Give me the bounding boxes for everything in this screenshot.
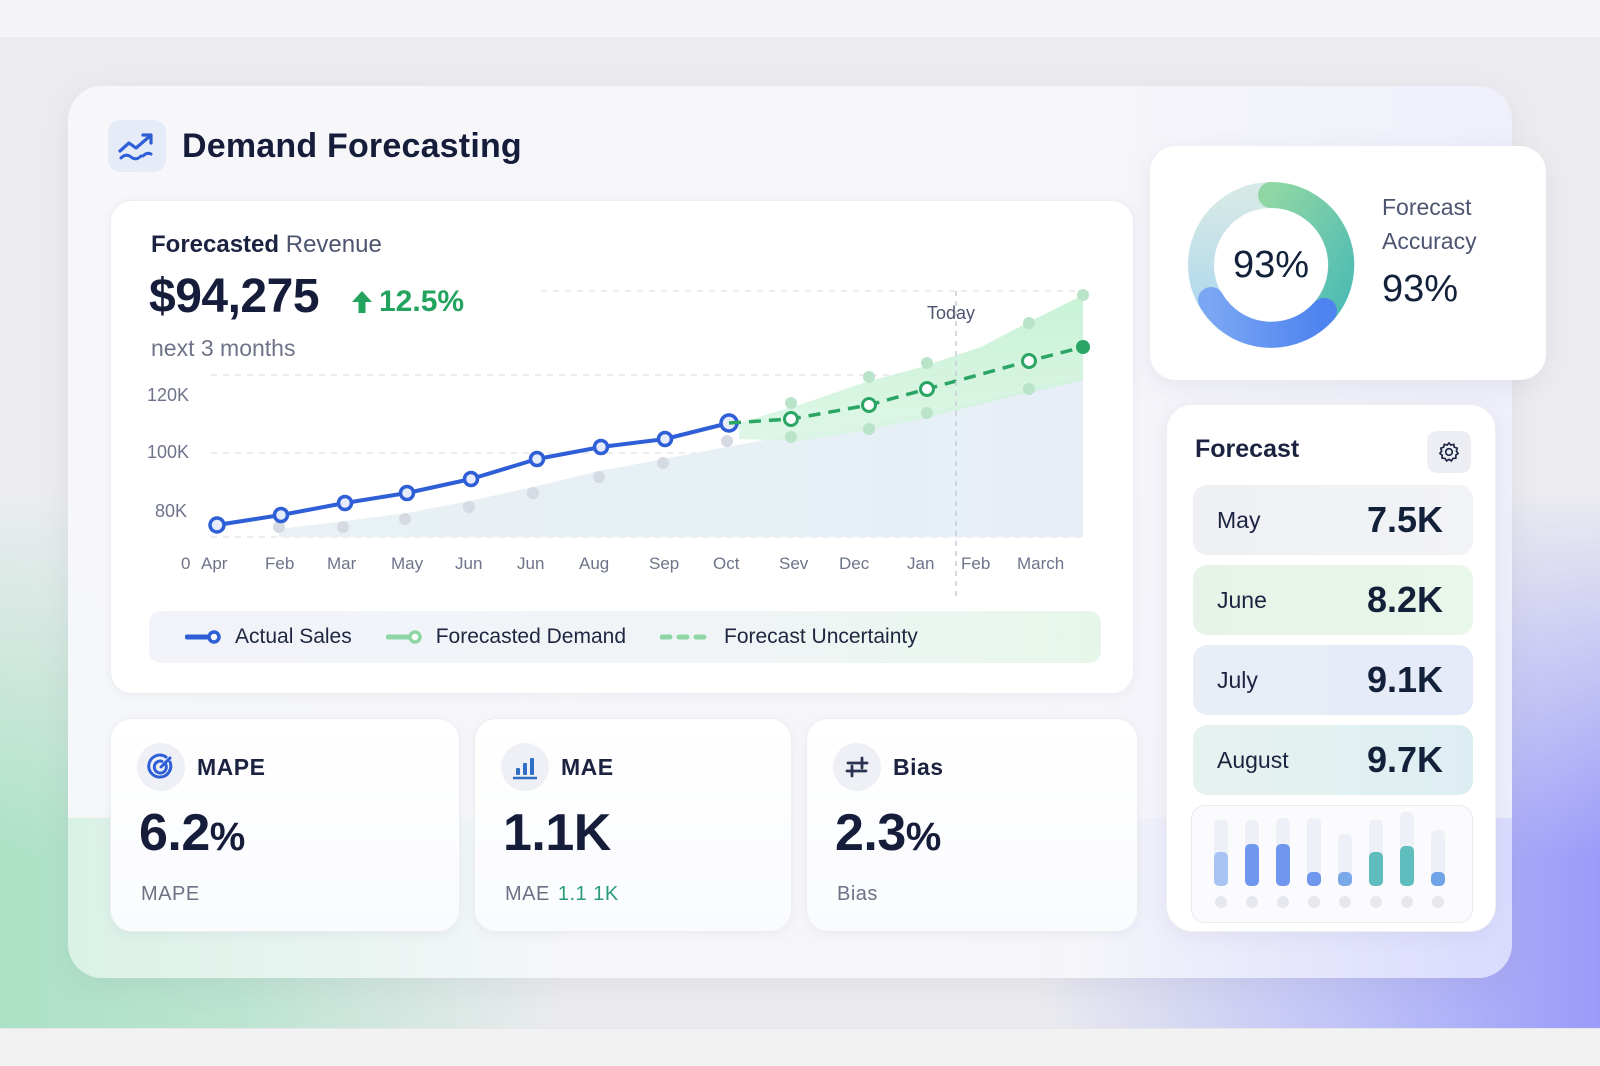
uncertainty-points	[785, 289, 1089, 443]
forecast-mini-bar-chart	[1191, 805, 1473, 923]
svg-text:Jan: Jan	[907, 554, 934, 573]
svg-text:Sev: Sev	[779, 554, 809, 573]
legend-forecast-uncertainty[interactable]: Forecast Uncertainty	[660, 625, 918, 649]
svg-text:Jun: Jun	[455, 554, 482, 573]
forecast-row-july[interactable]: July 9.1K	[1193, 645, 1473, 715]
revenue-label-muted: Revenue	[285, 231, 382, 258]
revenue-chart-card: Forecasted Revenue $94,275 12.5% next 3 …	[110, 200, 1134, 694]
forecast-value: 7.5K	[1366, 499, 1443, 540]
page-header: Demand Forecasting	[108, 120, 522, 172]
legend-label: Actual Sales	[235, 625, 352, 648]
svg-text:March: March	[1017, 554, 1064, 573]
legend-actual-sales[interactable]: Actual Sales	[185, 625, 352, 649]
metric-title: MAE	[561, 753, 614, 780]
forecast-month: August	[1217, 746, 1289, 773]
accuracy-center-value: 93%	[1232, 243, 1310, 286]
accuracy-label: Forecast Accuracy	[1382, 194, 1477, 254]
accuracy-value: 93%	[1382, 268, 1459, 310]
swap-arrows-icon	[833, 743, 881, 791]
trend-chart-icon	[108, 120, 166, 172]
forecast-value: 9.7K	[1366, 739, 1443, 780]
mini-bars	[1214, 812, 1445, 908]
y-tick-120k: 120K	[147, 385, 189, 405]
svg-text:Apr: Apr	[201, 554, 228, 573]
revenue-label-strong: Forecasted	[151, 231, 280, 258]
bar-chart-icon	[501, 743, 549, 791]
page-title: Demand Forecasting	[182, 126, 522, 165]
forecast-end-point	[1076, 340, 1090, 354]
revenue-label: Forecasted Revenue	[151, 231, 382, 259]
svg-text:Oct: Oct	[713, 554, 740, 573]
svg-text:0: 0	[181, 554, 190, 573]
svg-text:May: May	[391, 554, 424, 573]
metric-title: Bias	[893, 753, 944, 780]
legend-label: Forecast Uncertainty	[724, 625, 918, 648]
revenue-value: $94,275	[149, 270, 320, 323]
revenue-delta: 12.5%	[351, 285, 464, 319]
legend-label: Forecasted Demand	[435, 625, 626, 648]
svg-text:Feb: Feb	[265, 554, 294, 573]
forecast-value: 8.2K	[1366, 579, 1443, 620]
forecast-row-may[interactable]: May 7.5K	[1193, 485, 1473, 555]
y-tick-100k: 100K	[147, 442, 189, 462]
forecast-card: Forecast May 7.5K June 8.2K July 9.1K Au…	[1166, 404, 1496, 932]
revenue-period: next 3 months	[151, 335, 296, 361]
forecasted-demand-legend-icon	[385, 630, 422, 644]
svg-text:Dec: Dec	[839, 554, 870, 573]
metric-value: 1.1K	[503, 804, 611, 862]
forecast-settings-button[interactable]	[1427, 431, 1471, 473]
window-bottom-bar	[0, 1028, 1600, 1066]
metric-caption: MAE 1.1 1K	[505, 883, 619, 905]
gear-icon	[1439, 442, 1459, 462]
svg-text:Feb: Feb	[961, 554, 990, 573]
y-tick-80k: 80K	[155, 501, 187, 521]
y-axis: 120K 100K 80K	[147, 385, 189, 521]
metric-title: MAPE	[197, 753, 266, 780]
chart-legend: Actual Sales Forecasted Demand Forecast …	[149, 611, 1101, 663]
forecast-accuracy-card: 93% Forecast Accuracy 93%	[1150, 146, 1546, 380]
actual-sales-legend-icon	[185, 630, 221, 644]
metric-caption: Bias	[837, 883, 878, 905]
actual-points	[208, 413, 739, 534]
metric-caption: MAPE	[141, 883, 200, 905]
forecast-row-june[interactable]: June 8.2K	[1193, 565, 1473, 635]
metric-value: 2.3%	[835, 804, 941, 862]
forecast-month: July	[1217, 666, 1258, 693]
x-axis: 0 Apr Feb Mar May Jun Jun Aug Sep Oct Se…	[181, 554, 1064, 573]
svg-text:Mar: Mar	[327, 554, 357, 573]
today-label: Today	[927, 303, 975, 323]
metric-card-mae[interactable]: MAE 1.1K MAE 1.1 1K	[474, 718, 792, 932]
svg-text:Sep: Sep	[649, 554, 679, 573]
target-icon	[137, 743, 185, 791]
forecast-line	[728, 345, 1084, 425]
accuracy-donut	[1188, 181, 1355, 348]
line-chart: 120K 100K 80K	[147, 289, 1090, 601]
forecast-month: June	[1217, 586, 1267, 613]
svg-text:Jun: Jun	[517, 554, 544, 573]
window-top-bar	[0, 0, 1600, 38]
metric-card-mape[interactable]: MAPE 6.2% MAPE	[110, 718, 460, 932]
forecast-value: 9.1K	[1366, 659, 1443, 700]
forecast-month: May	[1217, 506, 1261, 533]
metric-card-bias[interactable]: Bias 2.3% Bias	[806, 718, 1138, 932]
actual-faint-points	[273, 435, 733, 533]
forecast-title: Forecast	[1195, 435, 1300, 463]
metric-value: 6.2%	[139, 804, 245, 862]
revenue-delta-value: 12.5%	[379, 285, 465, 318]
svg-text:Aug: Aug	[579, 554, 609, 573]
arrow-up-icon	[352, 291, 372, 313]
forecast-uncertainty-legend-icon	[660, 634, 712, 640]
forecast-points	[783, 353, 1037, 427]
legend-forecasted-demand[interactable]: Forecasted Demand	[385, 625, 626, 649]
forecast-row-august[interactable]: August 9.7K	[1193, 725, 1473, 795]
